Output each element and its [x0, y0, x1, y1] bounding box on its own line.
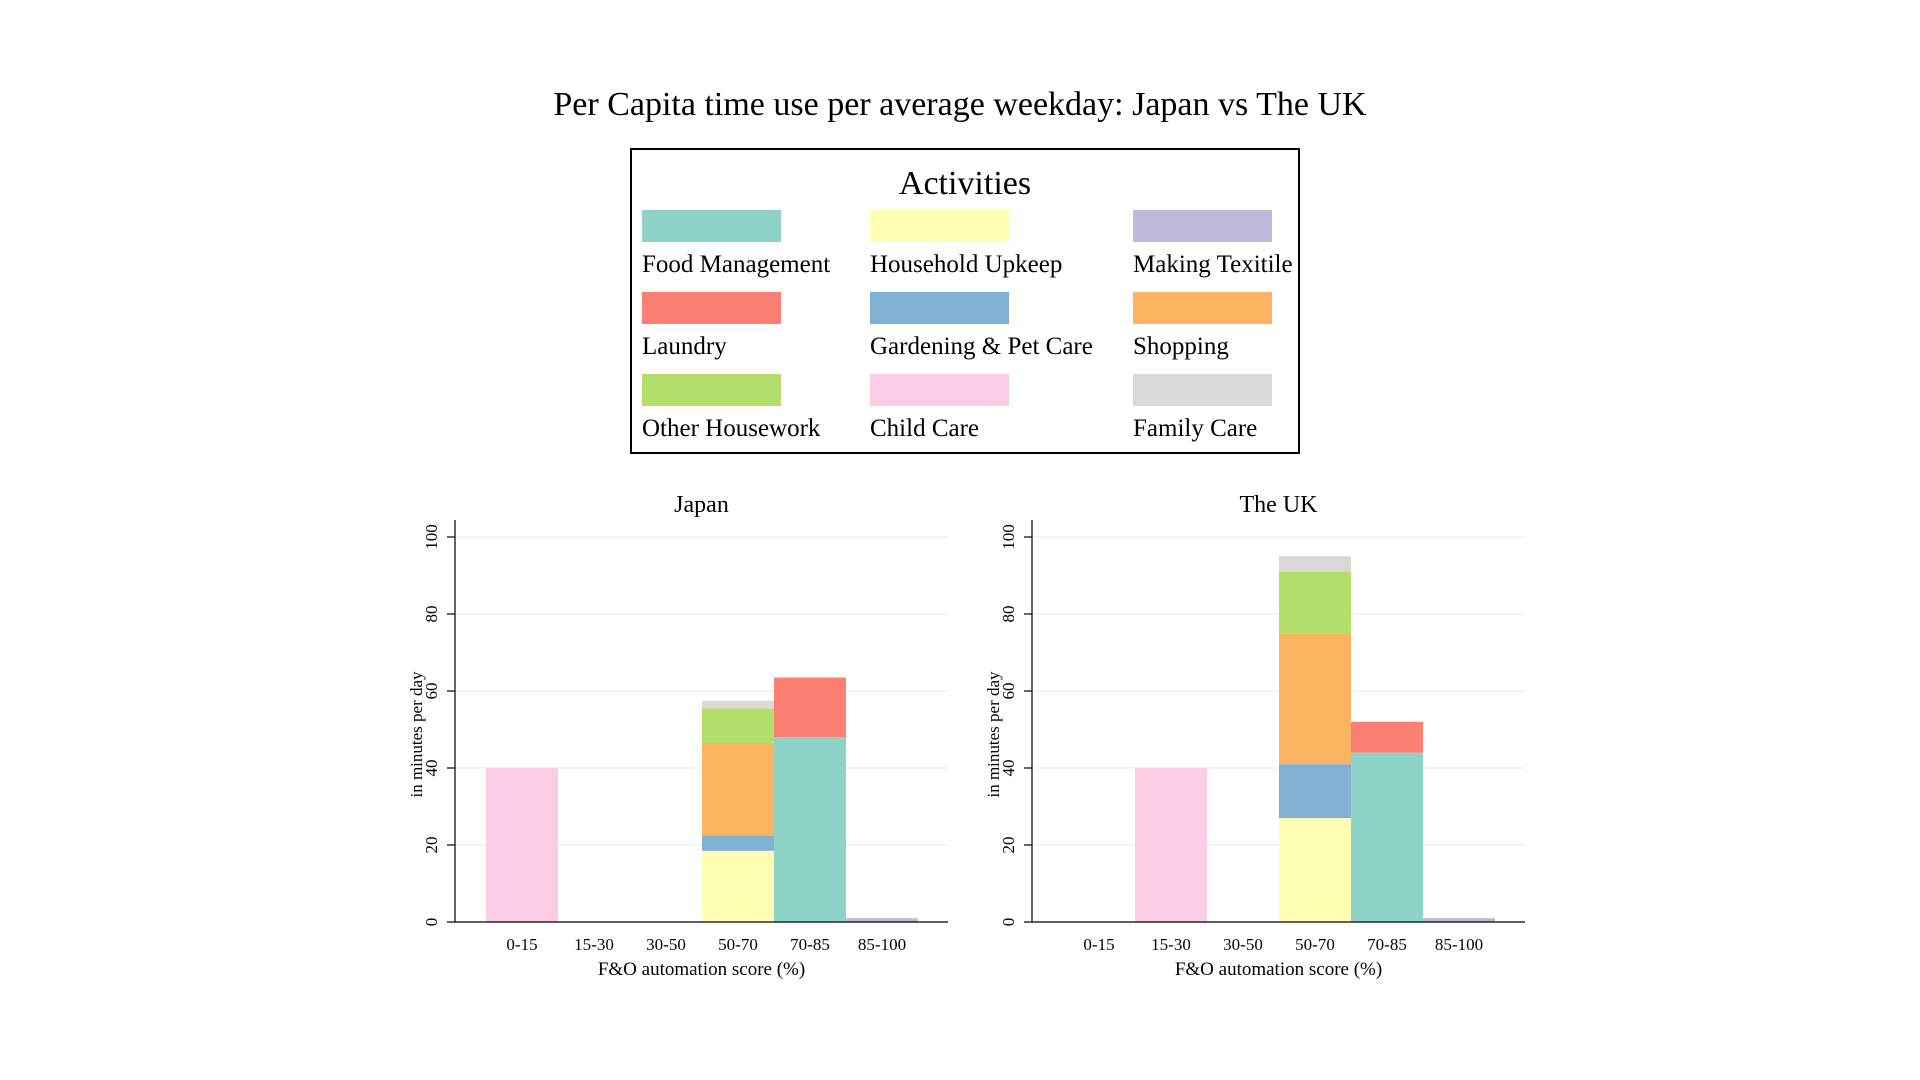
- legend-swatch: [642, 292, 781, 324]
- legend-item-food-management: Food Management: [642, 210, 830, 277]
- the-uk-panel-title: The UK: [1240, 492, 1319, 518]
- the-uk-y-tick-label: 40: [999, 760, 1018, 777]
- the-uk-y-tick-label: 100: [999, 524, 1018, 550]
- japan-x-tick-label: 85-100: [858, 935, 906, 954]
- legend-item-family-care: Family Care: [1133, 374, 1272, 441]
- the-uk-x-tick-label: 15-30: [1151, 935, 1191, 954]
- legend-swatch: [642, 210, 781, 242]
- legend-label: Shopping: [1133, 333, 1229, 360]
- the-uk-bar-85-100-making-texitile: [1423, 918, 1495, 922]
- japan-y-tick-label: 20: [422, 837, 441, 854]
- japan-x-axis-label: F&O automation score (%): [598, 959, 805, 980]
- legend-swatch: [870, 210, 1009, 242]
- japan-y-tick-label: 60: [422, 683, 441, 700]
- legend-swatch: [870, 292, 1009, 324]
- the-uk-y-tick-label: 20: [999, 837, 1018, 854]
- japan-bar-50-70-household-upkeep: [702, 850, 774, 922]
- legend-swatch: [642, 374, 781, 406]
- the-uk-x-tick-label: 0-15: [1083, 935, 1114, 954]
- japan-bar-70-85-food-management: [774, 737, 846, 922]
- japan-x-tick-label: 30-50: [646, 935, 686, 954]
- the-uk-y-tick-label: 0: [999, 918, 1018, 927]
- legend-item-shopping: Shopping: [1133, 292, 1272, 359]
- japan-x-tick-label: 15-30: [574, 935, 614, 954]
- the-uk-y-axis-label: in minutes per day: [984, 671, 1003, 798]
- japan-y-tick-label: 100: [422, 524, 441, 550]
- legend-item-gardening-pet-care: Gardening & Pet Care: [870, 292, 1093, 359]
- japan-bar-50-70-gardening-pet-care: [702, 835, 774, 851]
- the-uk-x-tick-label: 70-85: [1367, 935, 1407, 954]
- legend-swatch: [1133, 374, 1272, 406]
- legend-item-making-texitile: Making Texitile: [1133, 210, 1293, 277]
- legend-label: Child Care: [870, 415, 980, 442]
- legend-label: Laundry: [642, 333, 727, 360]
- the-uk-x-tick-label: 30-50: [1223, 935, 1263, 954]
- the-uk-x-tick-label: 50-70: [1295, 935, 1335, 954]
- japan-bar-50-70-other-housework: [702, 708, 774, 743]
- japan-y-tick-label: 80: [422, 606, 441, 623]
- japan-y-axis-label: in minutes per day: [407, 671, 426, 798]
- legend-swatch: [870, 374, 1009, 406]
- legend-label: Household Upkeep: [870, 251, 1063, 278]
- japan-bar-85-100-making-texitile: [846, 918, 918, 922]
- the-uk-x-tick-label: 85-100: [1435, 935, 1483, 954]
- the-uk-y-tick-label: 80: [999, 606, 1018, 623]
- japan-bar-0-15-child-care: [486, 768, 558, 922]
- japan-panel-title: Japan: [674, 492, 729, 518]
- legend: Activities Food Management Household Upk…: [630, 148, 1300, 454]
- japan-x-tick-label: 50-70: [718, 935, 758, 954]
- japan-y-tick-label: 0: [422, 918, 441, 927]
- japan-x-tick-label: 70-85: [790, 935, 830, 954]
- the-uk-bar-70-85-laundry: [1351, 721, 1423, 753]
- japan-x-tick-label: 0-15: [506, 935, 537, 954]
- legend-item-laundry: Laundry: [642, 292, 781, 359]
- the-uk-bar-15-30-child-care: [1135, 768, 1207, 922]
- the-uk-bar-50-70-gardening-pet-care: [1279, 764, 1351, 819]
- the-uk-bar-50-70-other-housework: [1279, 571, 1351, 634]
- legend-item-other-housework: Other Housework: [642, 374, 820, 441]
- legend-swatch: [1133, 292, 1272, 324]
- legend-label: Food Management: [642, 251, 831, 278]
- the-uk-bar-50-70-household-upkeep: [1279, 818, 1351, 922]
- legend-label: Other Housework: [642, 415, 821, 442]
- legend-item-household-upkeep: Household Upkeep: [870, 210, 1062, 277]
- the-uk-x-axis-label: F&O automation score (%): [1175, 959, 1382, 980]
- the-uk-bar-70-85-food-management: [1351, 752, 1423, 922]
- legend-label: Family Care: [1133, 415, 1258, 442]
- legend-label: Gardening & Pet Care: [870, 333, 1093, 360]
- the-uk-bar-50-70-shopping: [1279, 633, 1351, 765]
- japan-bar-50-70-family-care: [702, 700, 774, 709]
- legend-title: Activities: [898, 165, 1032, 202]
- the-uk-bar-50-70-family-care: [1279, 556, 1351, 572]
- japan-y-tick-label: 40: [422, 760, 441, 777]
- the-uk-y-tick-label: 60: [999, 683, 1018, 700]
- japan-bar-50-70-shopping: [702, 742, 774, 836]
- legend-swatch: [1133, 210, 1272, 242]
- chart-title: Per Capita time use per average weekday:…: [553, 86, 1367, 123]
- legend-item-child-care: Child Care: [870, 374, 1009, 441]
- japan-bar-70-85-laundry: [774, 677, 846, 738]
- legend-label: Making Texitile: [1133, 251, 1293, 278]
